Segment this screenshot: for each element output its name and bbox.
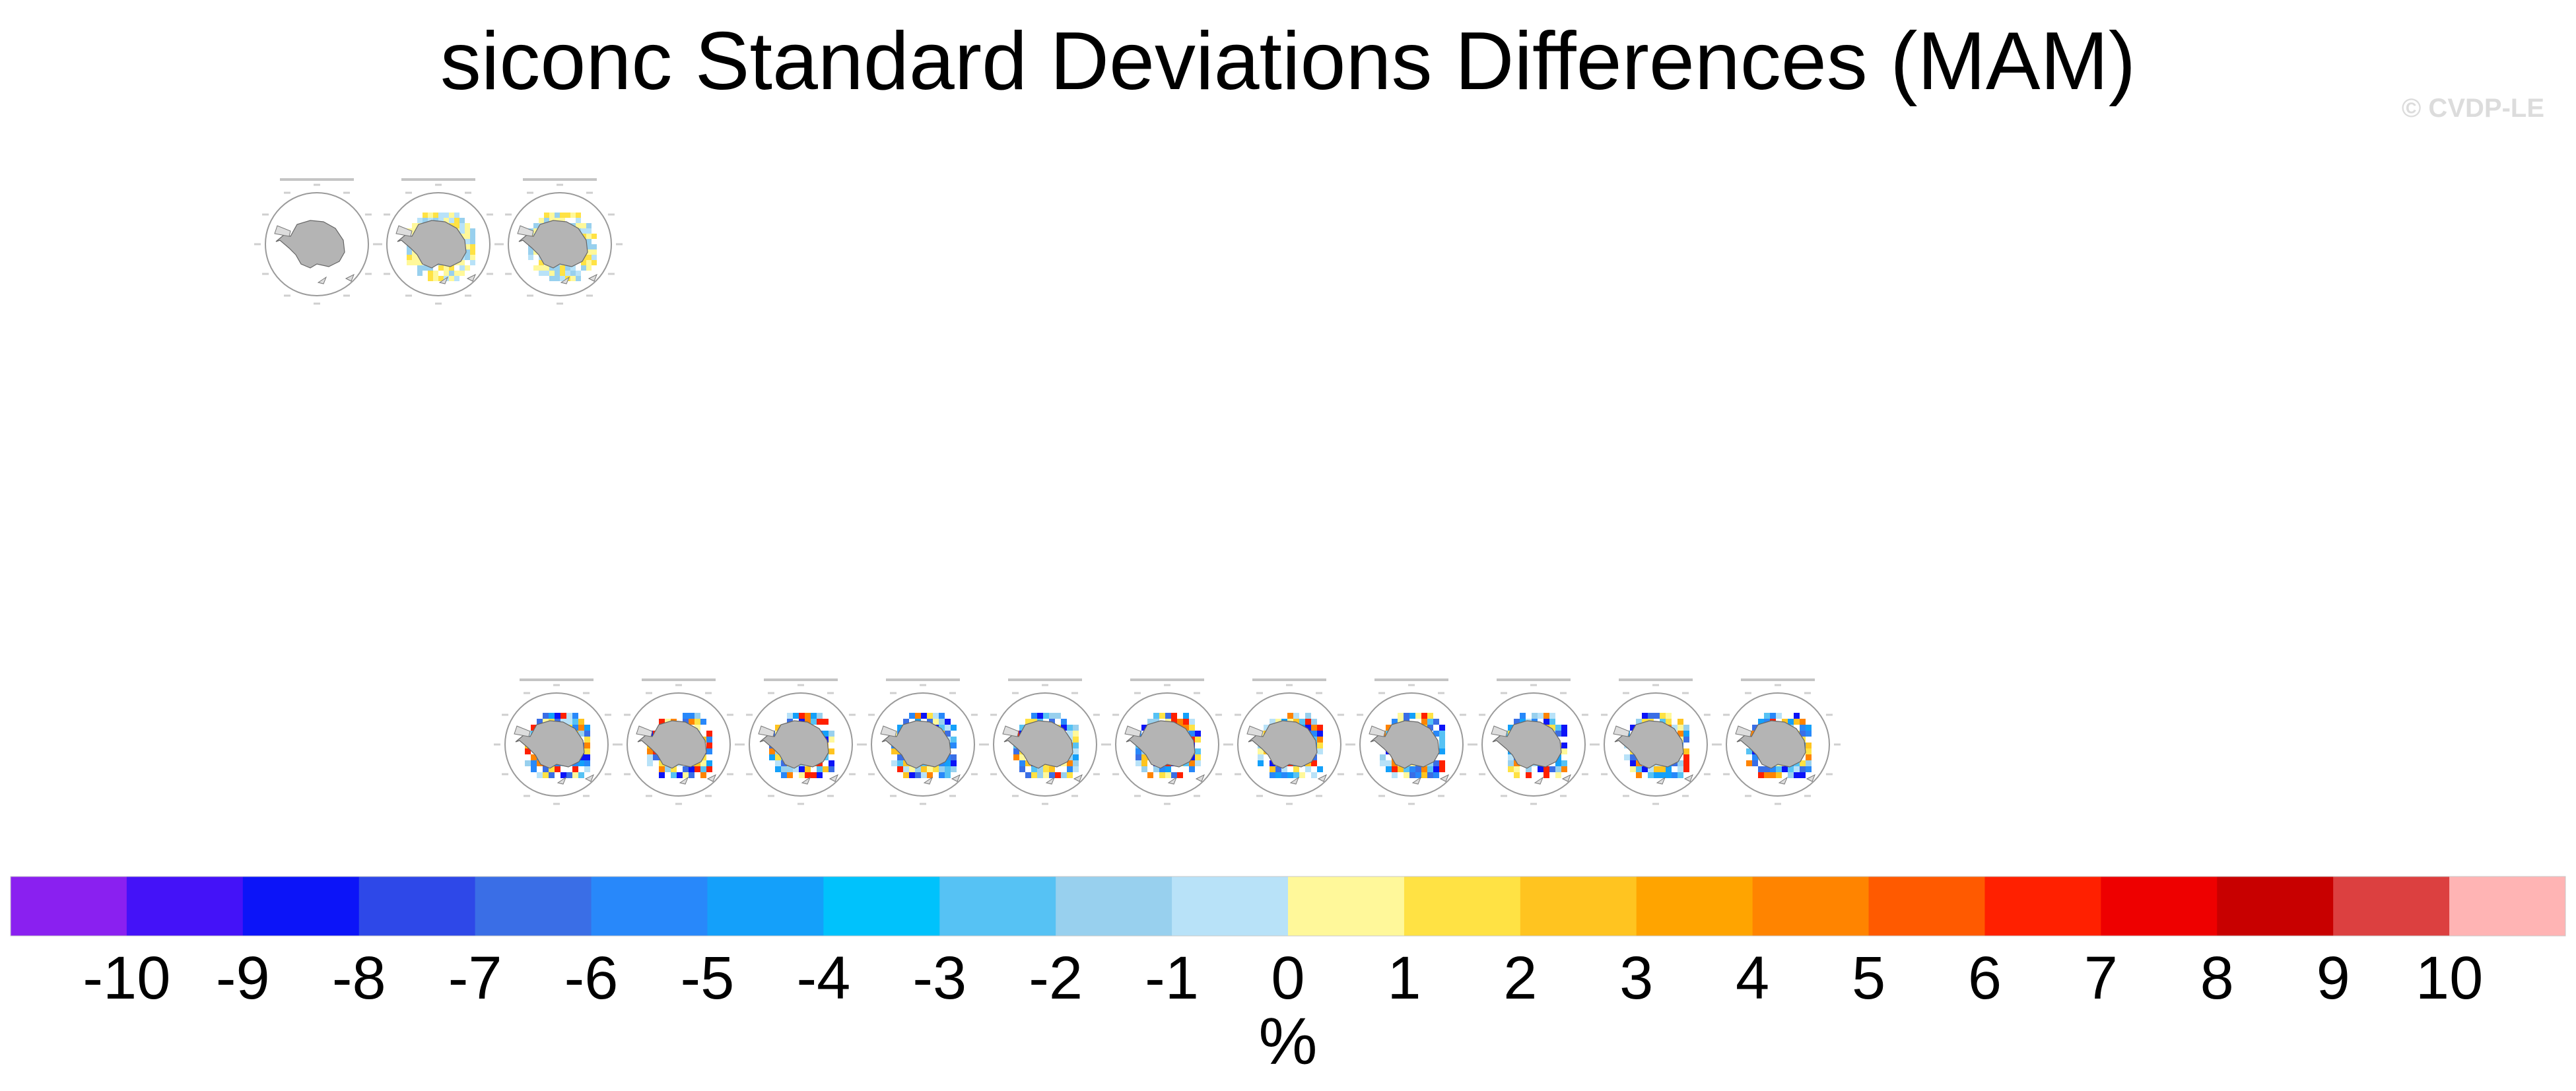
colorbar-box — [707, 876, 824, 936]
colorbar-box — [1636, 876, 1753, 936]
colorbar-tick-label: 0 — [1271, 944, 1305, 1012]
colorbar-tick-label: -8 — [332, 944, 386, 1012]
colorbar-tick-label: -4 — [796, 944, 850, 1012]
colorbar-tick-label: 6 — [1968, 944, 2002, 1012]
colorbar: -10 -9 -8 -7 -6 -5 -4 -3 -2 -1 0 1 2 3 4 5 6 7 8 9 10 % — [10, 876, 2566, 1078]
polar-map-panel — [1227, 678, 1352, 805]
colorbar-tick-label: 10 — [2416, 944, 2483, 1012]
colorbar-box — [591, 876, 708, 936]
colorbar-tick-label: -9 — [216, 944, 270, 1012]
top-map-row — [254, 178, 623, 305]
colorbar-box — [2333, 876, 2450, 936]
colorbar-tick-label: 3 — [1619, 944, 1653, 1012]
polar-map-panel — [738, 678, 864, 805]
colorbar-box — [1056, 876, 1172, 936]
polar-map-panel — [860, 678, 986, 805]
polar-map-panel — [494, 678, 619, 805]
page-title: siconc Standard Deviations Differences (… — [440, 16, 2136, 107]
colorbar-box — [1984, 876, 2101, 936]
colorbar-box — [1288, 876, 1405, 936]
map-panels — [254, 178, 1841, 805]
colorbar-tick-label: 5 — [1852, 944, 1885, 1012]
colorbar-box — [1172, 876, 1289, 936]
colorbar-tick-label: 8 — [2200, 944, 2234, 1012]
colorbar-box — [11, 876, 127, 936]
colorbar-box — [1520, 876, 1637, 936]
polar-map-panel — [1349, 678, 1474, 805]
polar-map-panel — [982, 678, 1108, 805]
polar-map-panel — [1471, 678, 1596, 805]
colorbar-tick-label: 1 — [1387, 944, 1421, 1012]
colorbar-outline — [10, 876, 2566, 937]
colorbar-box — [823, 876, 940, 936]
colorbar-box — [2101, 876, 2218, 936]
colorbar-box — [1404, 876, 1521, 936]
colorbar-tick-label: -1 — [1145, 944, 1199, 1012]
polar-map-panel — [254, 178, 380, 305]
colorbar-tick-label: 9 — [2317, 944, 2350, 1012]
polar-map-panel — [1104, 678, 1230, 805]
colorbar-boxes — [10, 876, 2566, 937]
colorbar-box — [1752, 876, 1870, 936]
colorbar-tick-label: 4 — [1736, 944, 1769, 1012]
colorbar-box — [939, 876, 1056, 936]
colorbar-box — [126, 876, 244, 936]
colorbar-tick-label: -10 — [83, 944, 170, 1012]
colorbar-tick-label: -2 — [1029, 944, 1083, 1012]
watermark: © CVDP-LE — [2401, 94, 2544, 123]
colorbar-tick-label: -3 — [912, 944, 966, 1012]
colorbar-box — [2217, 876, 2334, 936]
bottom-map-row — [494, 678, 1841, 805]
colorbar-tick-label: -7 — [448, 944, 502, 1012]
colorbar-box — [2449, 876, 2566, 936]
polar-map-panel — [1593, 678, 1718, 805]
colorbar-box — [242, 876, 360, 936]
colorbar-box — [475, 876, 592, 936]
polar-map-panel — [497, 178, 623, 305]
polar-map-panel — [1715, 678, 1841, 805]
colorbar-tick-label: 7 — [2084, 944, 2118, 1012]
polar-map-panel — [616, 678, 741, 805]
polar-map-panel — [376, 178, 501, 305]
colorbar-tick-label: 2 — [1503, 944, 1537, 1012]
colorbar-box — [1868, 876, 1985, 936]
colorbar-tick-label: -5 — [681, 944, 735, 1012]
colorbar-tick-labels: -10 -9 -8 -7 -6 -5 -4 -3 -2 -1 0 1 2 3 4 5 6 7 8 9 10 — [83, 944, 2483, 1012]
colorbar-tick-label: -6 — [564, 944, 619, 1012]
colorbar-box — [358, 876, 476, 936]
colorbar-unit-label: % — [1259, 1005, 1318, 1078]
